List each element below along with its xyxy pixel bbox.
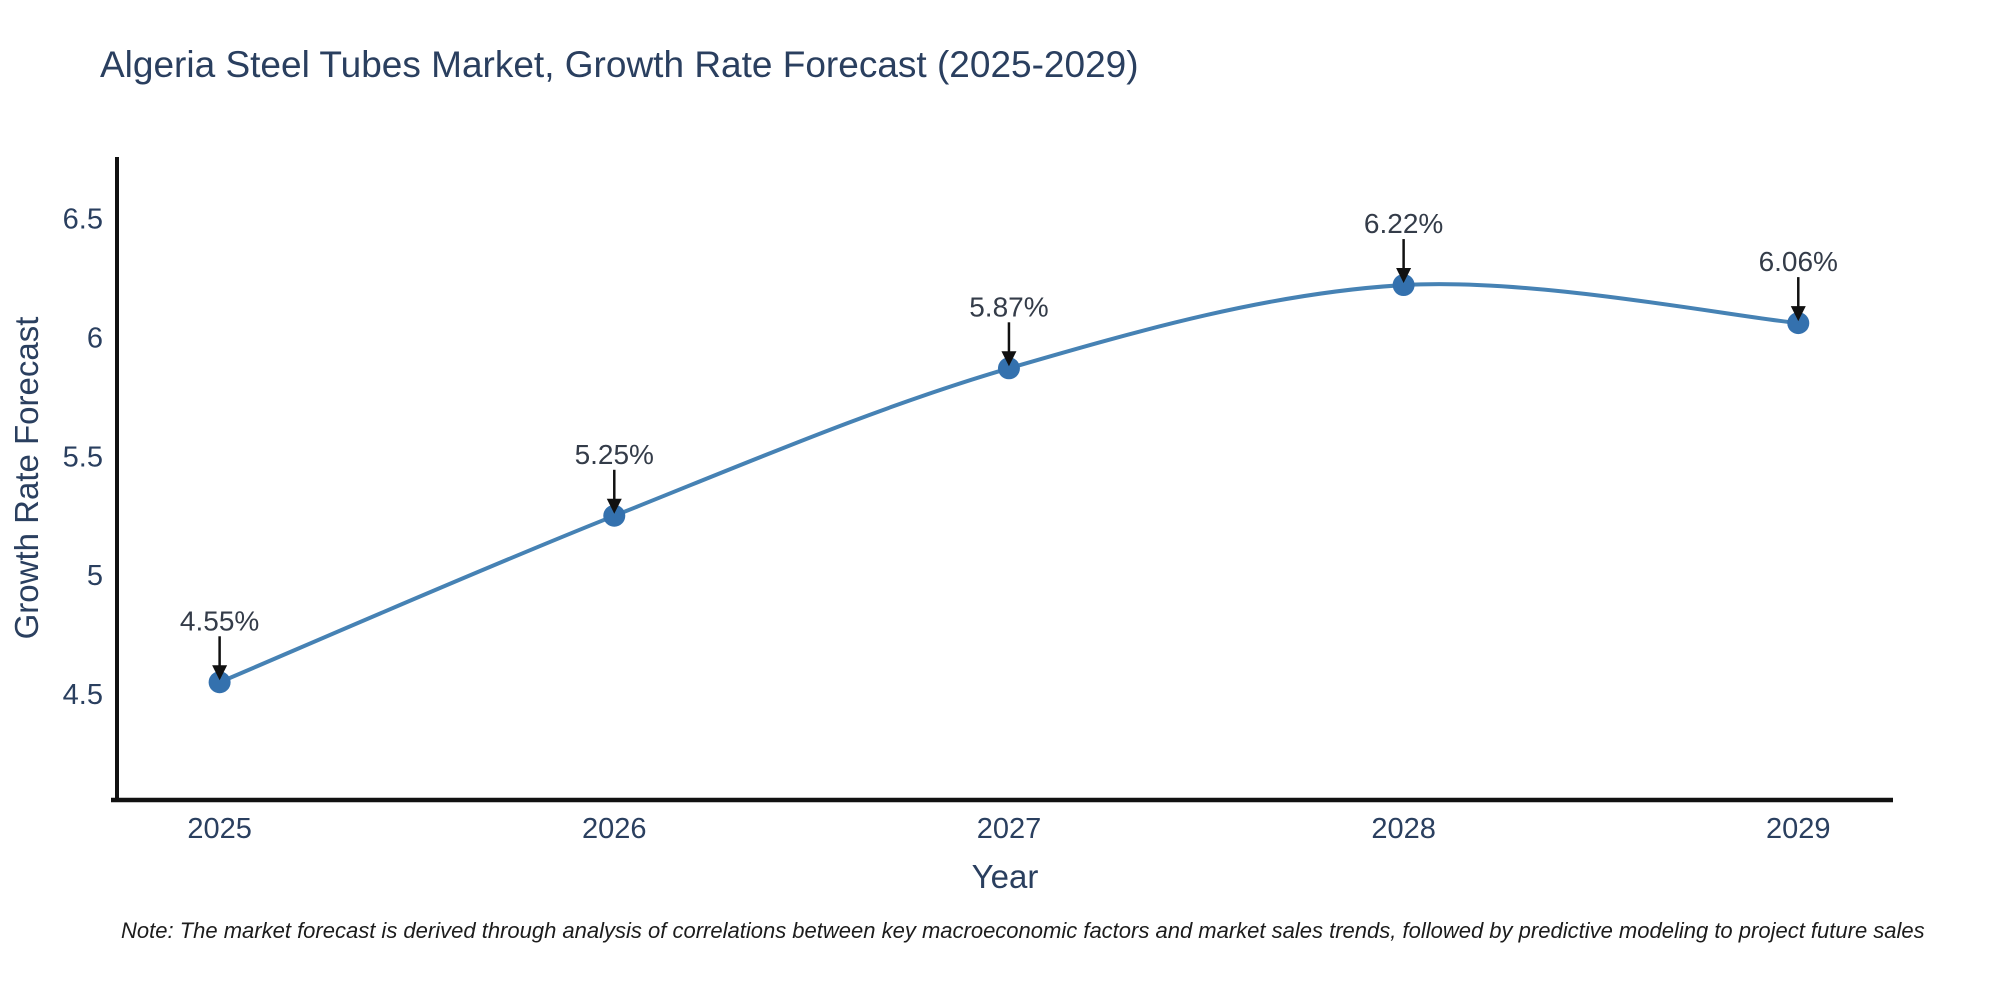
x-tick-label: 2026 (582, 813, 647, 845)
x-tick-label: 2028 (1371, 813, 1436, 845)
y-tick-label: 4.5 (63, 679, 103, 711)
annotation-arrow-head (606, 498, 622, 514)
annotation-label: 6.06% (1759, 246, 1838, 277)
annotation-arrow-head (212, 665, 228, 681)
y-tick-label: 6 (87, 322, 103, 354)
y-tick-label: 6.5 (63, 203, 103, 235)
y-tick-label: 5.5 (63, 441, 103, 473)
chart-title: Algeria Steel Tubes Market, Growth Rate … (100, 44, 1139, 85)
x-axis-title: Year (971, 858, 1039, 895)
annotation-arrow-head (1396, 268, 1412, 284)
data-point-marker (208, 671, 231, 694)
annotation-arrow-head (1790, 306, 1806, 322)
footnote: Note: The market forecast is derived thr… (121, 918, 1925, 943)
data-point-marker (1392, 274, 1415, 297)
data-point-marker (1787, 312, 1810, 335)
data-point-marker (997, 357, 1020, 380)
x-tick-label: 2029 (1766, 813, 1831, 845)
annotation-label: 6.22% (1364, 208, 1443, 239)
annotation-label: 5.25% (575, 439, 654, 470)
annotation-arrow-head (1001, 351, 1017, 367)
annotation-label: 5.87% (969, 291, 1048, 322)
x-tick-label: 2027 (977, 813, 1042, 845)
data-point-marker (603, 504, 626, 527)
annotation-label: 4.55% (180, 605, 259, 636)
y-tick-label: 5 (87, 560, 103, 592)
x-tick-label: 2025 (187, 813, 252, 845)
